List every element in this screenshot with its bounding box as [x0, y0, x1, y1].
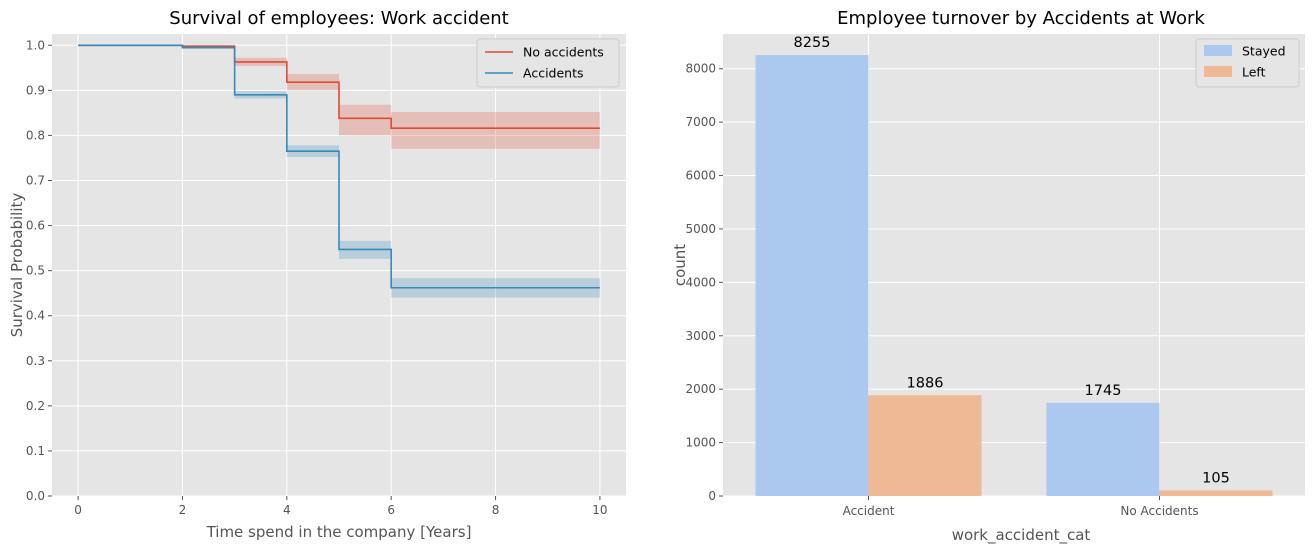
legend-label-stayed: Stayed — [1242, 44, 1286, 59]
bar-left-accident — [868, 395, 982, 496]
y-tick-label: 0.1 — [26, 444, 45, 458]
turnover-y-ticks: 0 1000 2000 3000 4000 5000 6000 7000 8000 — [685, 62, 723, 503]
y-tick-label: 0.2 — [26, 399, 45, 413]
turnover-y-axis-label: count — [671, 244, 689, 286]
bar-stayed-accident — [755, 55, 869, 497]
y-tick-label: 5000 — [685, 222, 716, 236]
survival-y-axis-label: Survival Probability — [8, 193, 26, 338]
survival-x-ticks: 0 2 4 6 8 10 — [74, 496, 608, 517]
turnover-x-axis-label: work_accident_cat — [952, 526, 1091, 545]
legend-swatch-stayed — [1204, 45, 1232, 56]
bar-value-label: 8255 — [794, 35, 831, 51]
turnover-chart-title: Employee turnover by Accidents at Work — [837, 8, 1205, 29]
x-tick-label: Accident — [843, 504, 895, 518]
bar-value-label: 105 — [1202, 470, 1230, 486]
turnover-x-ticks: Accident No Accidents — [843, 496, 1199, 518]
x-tick-label: 2 — [179, 503, 187, 517]
survival-chart: 0 2 4 6 8 10 0.0 0.1 0.2 0.3 0.4 0.5 0.6 0.7 0.8 0.9 1.… — [8, 8, 626, 541]
y-tick-label: 0.7 — [26, 173, 45, 187]
survival-line-accidents — [78, 44, 600, 289]
x-tick-label: No Accidents — [1120, 504, 1198, 518]
y-tick-label: 6000 — [685, 169, 716, 183]
y-tick-label: 0.8 — [26, 128, 45, 142]
x-tick-label: 8 — [492, 503, 500, 517]
y-tick-label: 7000 — [685, 115, 716, 129]
x-tick-label: 6 — [387, 503, 395, 517]
survival-x-axis-label: Time spend in the company [Years] — [206, 523, 472, 541]
turnover-bar-labels: 8255 1886 1745 105 — [794, 35, 1230, 486]
survival-chart-title: Survival of employees: Work accident — [169, 8, 508, 29]
y-tick-label: 0.5 — [26, 264, 45, 278]
legend-label-left: Left — [1242, 65, 1266, 80]
bar-value-label: 1745 — [1085, 383, 1122, 399]
y-tick-label: 0.9 — [26, 83, 45, 97]
survival-legend-box — [476, 38, 620, 88]
y-tick-label: 8000 — [685, 62, 716, 76]
ci-band-no-accidents — [78, 45, 600, 149]
x-tick-label: 10 — [592, 503, 607, 517]
y-tick-label: 3000 — [685, 329, 716, 343]
y-tick-label: 0.0 — [26, 489, 45, 503]
survival-lines — [78, 44, 600, 289]
survival-legend: No accidents Accidents — [476, 38, 620, 88]
turnover-bars — [755, 55, 1273, 497]
turnover-chart: 8255 1886 1745 105 Accident No Accidents 0 10… — [671, 8, 1305, 545]
y-tick-label: 1.0 — [26, 38, 45, 52]
y-tick-label: 4000 — [685, 275, 716, 289]
y-tick-label: 0.4 — [26, 309, 45, 323]
y-tick-label: 2000 — [685, 382, 716, 396]
turnover-legend: Stayed Left — [1195, 38, 1300, 88]
bar-left-no-accidents — [1159, 490, 1273, 496]
y-tick-label: 0.3 — [26, 354, 45, 368]
bar-value-label: 1886 — [907, 375, 944, 391]
legend-swatch-left — [1204, 66, 1232, 77]
legend-label-accidents: Accidents — [523, 66, 584, 81]
bar-stayed-no-accidents — [1046, 402, 1160, 496]
x-tick-label: 0 — [74, 503, 82, 517]
y-tick-label: 0 — [708, 489, 716, 503]
legend-label-no-accidents: No accidents — [523, 45, 604, 60]
survival-y-ticks: 0.0 0.1 0.2 0.3 0.4 0.5 0.6 0.7 0.8 0.9 1.0 — [26, 38, 52, 503]
y-tick-label: 0.6 — [26, 219, 45, 233]
y-tick-label: 1000 — [685, 436, 716, 450]
x-tick-label: 4 — [283, 503, 291, 517]
